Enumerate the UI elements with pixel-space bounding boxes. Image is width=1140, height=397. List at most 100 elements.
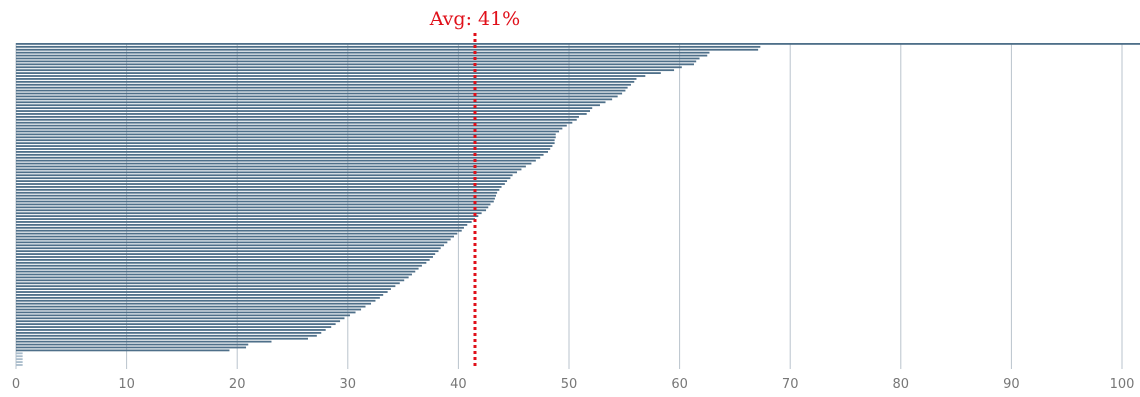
bar	[16, 165, 526, 168]
bar	[16, 48, 759, 51]
bar	[16, 72, 661, 74]
bar	[16, 124, 567, 127]
bar	[16, 139, 555, 142]
bar	[16, 323, 336, 326]
bar	[16, 361, 23, 363]
bar	[16, 177, 511, 180]
bar	[16, 267, 419, 270]
bar	[16, 317, 345, 320]
bar	[16, 305, 366, 308]
bar	[16, 101, 606, 104]
bar	[16, 83, 631, 86]
bar	[16, 308, 362, 311]
bar	[16, 282, 400, 285]
bar	[16, 86, 628, 89]
bar	[16, 337, 308, 340]
bar	[16, 329, 326, 331]
bar	[16, 241, 448, 244]
bar	[16, 279, 405, 282]
bar	[16, 142, 555, 145]
bar	[16, 54, 708, 57]
bar	[16, 320, 341, 323]
bar	[16, 311, 356, 314]
x-tick-label: 50	[561, 377, 578, 392]
bar	[16, 299, 376, 302]
bar	[16, 276, 409, 279]
bar	[16, 89, 626, 92]
bar	[16, 215, 479, 218]
bar	[16, 69, 675, 72]
bar	[16, 250, 439, 253]
bar	[16, 232, 458, 235]
bar	[16, 194, 496, 197]
grid-lines	[15, 43, 1123, 369]
bar	[16, 334, 317, 337]
bar	[16, 326, 332, 328]
bar	[16, 92, 623, 95]
bar	[16, 186, 502, 188]
bar	[16, 349, 230, 352]
bar	[16, 212, 482, 215]
bar	[16, 95, 618, 98]
bar	[16, 256, 433, 258]
bar	[16, 218, 475, 220]
bar	[16, 203, 491, 206]
x-tick-label: 90	[1003, 377, 1020, 392]
bar	[16, 346, 247, 349]
bar	[16, 183, 505, 185]
bar	[16, 302, 372, 305]
bar	[16, 57, 700, 60]
bar	[16, 355, 23, 358]
bar	[16, 127, 563, 130]
bar	[16, 75, 646, 77]
bar	[16, 162, 532, 165]
bar	[16, 191, 498, 194]
bar	[16, 151, 548, 153]
bar	[16, 291, 388, 293]
x-tick-label: 70	[782, 377, 799, 392]
bar	[16, 63, 694, 66]
bar	[16, 180, 508, 182]
bar	[16, 200, 494, 203]
x-tick-label: 60	[671, 377, 688, 392]
bar	[16, 45, 761, 48]
x-tick-label: 20	[229, 377, 246, 392]
bar	[16, 110, 591, 112]
bar	[16, 352, 23, 355]
bar	[16, 270, 416, 273]
x-tick-label: 30	[340, 377, 357, 392]
bar	[16, 107, 593, 110]
bar	[16, 113, 587, 115]
bar	[16, 340, 272, 343]
bar	[16, 209, 487, 212]
bar	[16, 244, 445, 247]
bar	[16, 104, 600, 107]
bar	[16, 264, 422, 267]
bar	[16, 247, 441, 250]
bar	[16, 259, 430, 261]
bar	[16, 168, 522, 171]
bar	[16, 223, 468, 226]
bar	[16, 229, 462, 232]
bar	[16, 206, 489, 209]
bar	[16, 98, 613, 101]
bar	[16, 133, 556, 136]
bar	[16, 130, 560, 133]
bar	[16, 156, 541, 159]
bar	[16, 171, 518, 174]
x-tick-label: 10	[118, 377, 135, 392]
x-tick-label: 40	[450, 377, 467, 392]
bar	[16, 238, 451, 241]
bar	[16, 121, 573, 124]
bar	[16, 294, 384, 296]
bar	[16, 197, 495, 200]
bar	[16, 136, 556, 139]
bar	[16, 253, 436, 255]
bar	[16, 261, 427, 264]
bar	[16, 226, 464, 229]
bar	[16, 174, 513, 177]
x-tick-label: 80	[893, 377, 910, 392]
bar	[16, 118, 577, 121]
x-tick-label: 0	[12, 377, 20, 392]
